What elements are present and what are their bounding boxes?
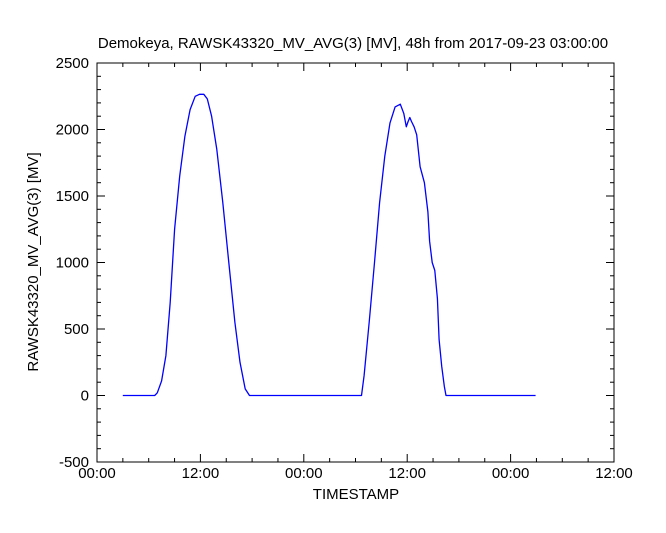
x-tick-label: 00:00 xyxy=(78,465,116,482)
chart-title: Demokeya, RAWSK43320_MV_AVG(3) [MV], 48h… xyxy=(98,35,608,52)
y-tick-label: 0 xyxy=(81,388,89,405)
y-tick-label: 1000 xyxy=(56,255,89,272)
plot-frame xyxy=(96,62,615,463)
x-tick-label: 12:00 xyxy=(182,465,220,482)
series-line xyxy=(122,93,536,397)
x-axis-label: TIMESTAMP xyxy=(313,486,399,503)
y-tick-label: 2000 xyxy=(56,122,89,139)
x-tick-label: 00:00 xyxy=(285,465,323,482)
tick-labels: 00:00 12:00 00:00 12:00 00:00 12:00 -500 0 500 10… xyxy=(56,55,633,482)
y-tick-label: -500 xyxy=(59,454,89,471)
y-tick-label: 500 xyxy=(64,321,89,338)
y-tick-label: 2500 xyxy=(56,55,89,72)
x-tick-label: 12:00 xyxy=(388,465,426,482)
y-tick-label: 1500 xyxy=(56,188,89,205)
axis-ticks xyxy=(96,62,615,463)
y-axis-label: RAWSK43320_MV_AVG(3) [MV] xyxy=(25,152,42,371)
x-tick-label: 00:00 xyxy=(492,465,530,482)
x-tick-label: 12:00 xyxy=(595,465,633,482)
